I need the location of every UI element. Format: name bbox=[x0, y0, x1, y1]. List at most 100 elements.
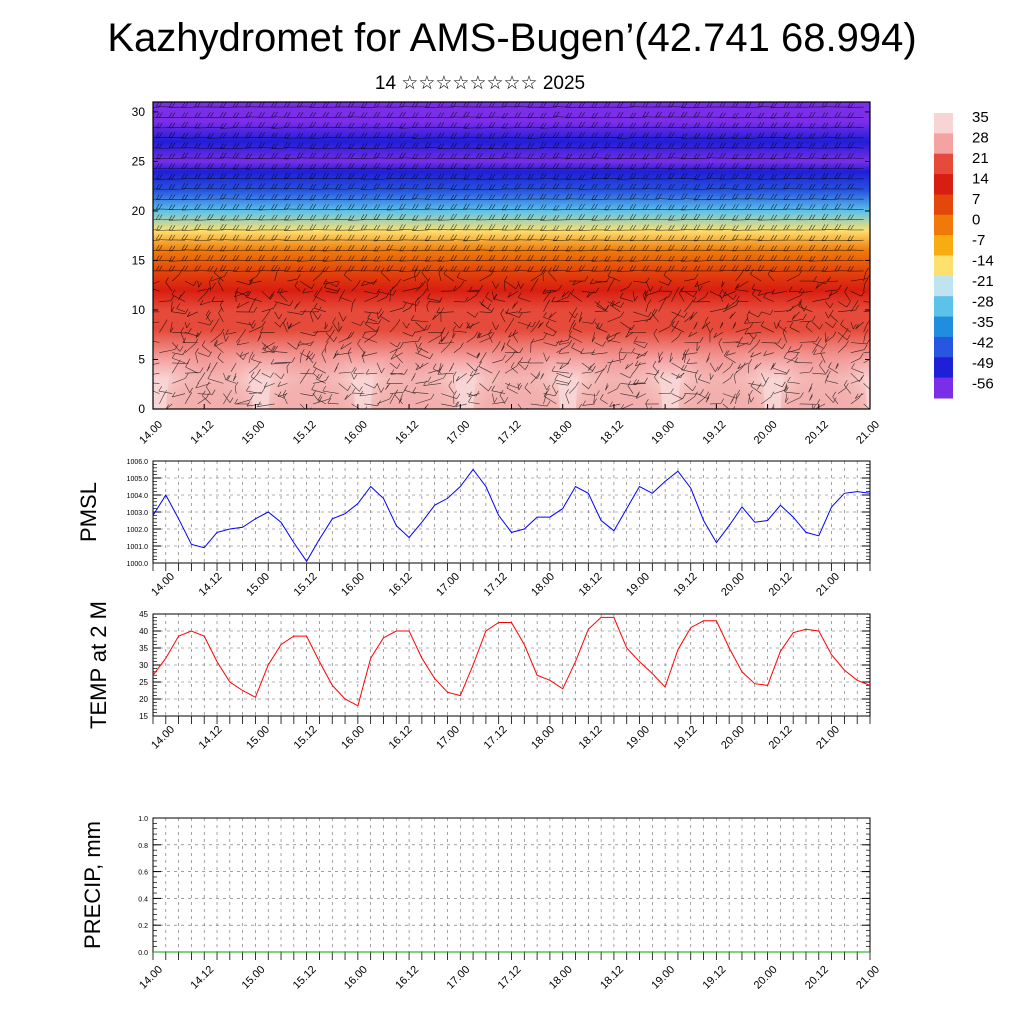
colorbar-swatch bbox=[934, 296, 953, 318]
x-tick-label: 21.00 bbox=[814, 724, 842, 752]
grid bbox=[152, 614, 871, 716]
precip-chart: 0.0 0.2 0.4 0.6 0.8 1.0 PRECIP, mm 14.00 14.12 15… bbox=[80, 816, 882, 992]
x-tick-label: 15.00 bbox=[244, 571, 272, 599]
y-tick-label: 30 bbox=[132, 105, 146, 119]
grid bbox=[152, 461, 871, 563]
x-tick-label: 19.12 bbox=[672, 571, 700, 599]
x-tick-label: 14.12 bbox=[197, 724, 225, 752]
x-tick-label: 19.00 bbox=[624, 724, 652, 752]
colorbar-label: -42 bbox=[972, 335, 994, 352]
y-tick-label: 20 bbox=[139, 695, 148, 704]
x-tick-label: 16.00 bbox=[342, 964, 370, 992]
x-tick-label: 20.00 bbox=[719, 724, 747, 752]
colorbar-swatch bbox=[934, 194, 953, 216]
colorbar-label: -28 bbox=[972, 294, 994, 311]
y-tick-label: 20 bbox=[132, 204, 146, 218]
x-tick-label: 18.12 bbox=[598, 419, 626, 447]
colorbar-swatch bbox=[934, 377, 953, 399]
y-tick-label: 25 bbox=[139, 678, 148, 687]
colorbar-swatch bbox=[934, 357, 953, 379]
colorbar-label: -56 bbox=[972, 376, 994, 393]
x-tick-label: 19.12 bbox=[701, 419, 729, 447]
warm-cell bbox=[576, 319, 663, 409]
x-tick-label: 20.12 bbox=[767, 571, 795, 599]
colorbar-label: 28 bbox=[972, 130, 989, 147]
colorbar-label: -21 bbox=[972, 273, 994, 290]
pmsl-chart: 1000.0 1001.0 1002.0 1003.0 1004.0 1005.0 1006… bbox=[76, 459, 871, 599]
y-tick-label: 40 bbox=[139, 627, 148, 636]
x-tick-label: 17.00 bbox=[444, 419, 472, 447]
y-tick-label: 1003.0 bbox=[127, 510, 149, 517]
x-tick-label: 18.12 bbox=[577, 724, 605, 752]
x-tick-label: 15.12 bbox=[291, 964, 319, 992]
colorbar-swatch bbox=[934, 174, 953, 195]
x-tick-label: 20.12 bbox=[803, 964, 831, 992]
y-axis-label: PRECIP, mm bbox=[80, 821, 105, 949]
colorbar-swatch bbox=[934, 235, 953, 256]
x-tick-label: 16.12 bbox=[393, 419, 421, 447]
page-title: Kazhydromet for AMS-Bugen’(42.741 68.994… bbox=[107, 16, 917, 60]
x-tick-label: 17.00 bbox=[434, 571, 462, 599]
colorbar-swatch bbox=[934, 255, 953, 277]
y-tick-label: 1002.0 bbox=[127, 527, 149, 534]
colorbar-swatch bbox=[934, 153, 953, 175]
y-tick-label: 30 bbox=[139, 661, 148, 670]
x-tick-label: 14.12 bbox=[188, 964, 216, 992]
x-tick-label: 16.12 bbox=[387, 724, 415, 752]
x-tick-label: 16.00 bbox=[339, 724, 367, 752]
x-tick-label: 20.12 bbox=[803, 419, 831, 447]
y-tick-label: 35 bbox=[139, 644, 148, 653]
x-tick-label: 16.00 bbox=[339, 571, 367, 599]
x-tick-label: 19.12 bbox=[672, 724, 700, 752]
x-tick-label: 15.00 bbox=[244, 724, 272, 752]
colorbar-swatch bbox=[934, 336, 953, 358]
colorbar-label: -7 bbox=[972, 232, 985, 249]
y-tick-label: 0.2 bbox=[138, 923, 148, 930]
x-tick-label: 17.00 bbox=[444, 964, 472, 992]
y-tick-label: 1004.0 bbox=[127, 493, 149, 500]
colorbar-label: 7 bbox=[972, 191, 980, 208]
x-tick-label: 14.00 bbox=[137, 419, 165, 447]
x-tick-label: 17.12 bbox=[482, 571, 510, 599]
y-axis-label: TEMP at 2 M bbox=[86, 601, 111, 729]
x-tick-label: 16.12 bbox=[387, 571, 415, 599]
colorbar-swatch bbox=[934, 275, 953, 297]
x-tick-label: 21.00 bbox=[854, 419, 882, 447]
colorbar-label: -35 bbox=[972, 314, 994, 331]
colorbar-swatch bbox=[934, 113, 953, 134]
x-tick-label: 17.12 bbox=[482, 724, 510, 752]
x-tick-label: 15.00 bbox=[240, 419, 268, 447]
y-axis-label: PMSL bbox=[76, 482, 101, 542]
colorbar-label: 0 bbox=[972, 212, 980, 229]
y-tick-label: 0.0 bbox=[138, 950, 148, 957]
y-tick-label: 10 bbox=[132, 303, 146, 317]
y-tick-label: 1000.0 bbox=[127, 561, 149, 568]
warm-cell bbox=[166, 319, 253, 409]
colorbar-label: -49 bbox=[972, 355, 994, 372]
x-tick-label: 20.12 bbox=[767, 724, 795, 752]
y-tick-label: 1001.0 bbox=[127, 544, 149, 551]
panel-frame bbox=[152, 613, 871, 717]
x-tick-label: 15.12 bbox=[291, 419, 319, 447]
x-tick-label: 16.12 bbox=[393, 964, 421, 992]
x-tick-label: 20.00 bbox=[752, 419, 780, 447]
temp-2m-chart: 15 20 25 30 35 40 45 TEMP at 2 M 14.00 14.12 15.00… bbox=[86, 601, 871, 752]
x-tick-label: 14.00 bbox=[137, 964, 165, 992]
x-tick-label: 21.00 bbox=[814, 571, 842, 599]
panel-frame bbox=[152, 460, 871, 564]
x-tick-label: 15.00 bbox=[240, 964, 268, 992]
warm-cell bbox=[371, 319, 458, 409]
series-line bbox=[152, 616, 871, 707]
y-tick-label: 1.0 bbox=[138, 816, 148, 823]
x-tick-label: 16.00 bbox=[342, 419, 370, 447]
series-line bbox=[152, 468, 871, 563]
x-tick-label: 19.00 bbox=[624, 571, 652, 599]
x-tick-label: 20.00 bbox=[719, 571, 747, 599]
x-tick-label: 17.00 bbox=[434, 724, 462, 752]
x-tick-label: 15.12 bbox=[292, 724, 320, 752]
x-tick-label: 20.00 bbox=[752, 964, 780, 992]
warm-cell bbox=[473, 319, 560, 409]
page-subtitle: 14 ☆☆☆☆☆☆☆☆ 2025 bbox=[374, 73, 586, 94]
warm-cell bbox=[678, 319, 765, 409]
